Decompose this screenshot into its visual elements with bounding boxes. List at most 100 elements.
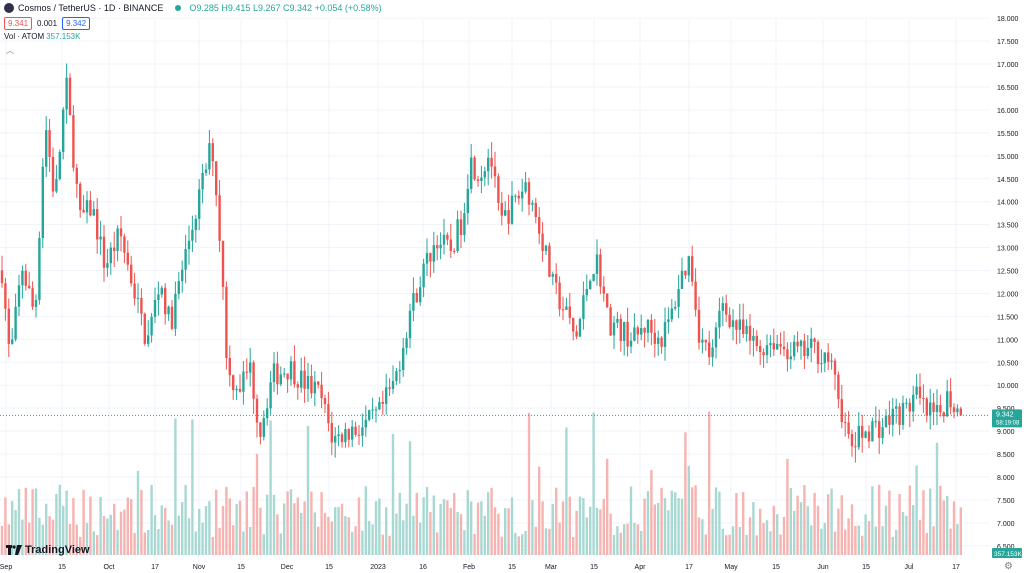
candle[interactable] <box>653 318 656 358</box>
candle[interactable] <box>11 328 14 345</box>
candle[interactable] <box>408 303 412 349</box>
candle[interactable] <box>272 351 276 392</box>
candle[interactable] <box>487 148 490 186</box>
candle[interactable] <box>184 234 187 284</box>
candle[interactable] <box>160 285 163 298</box>
candle[interactable] <box>708 330 711 366</box>
candle[interactable] <box>429 252 432 278</box>
candle[interactable] <box>337 425 340 447</box>
candle[interactable] <box>51 147 55 198</box>
candle[interactable] <box>490 142 493 179</box>
candle[interactable] <box>799 339 803 360</box>
candle[interactable] <box>361 413 364 447</box>
candle[interactable] <box>589 279 592 290</box>
candle[interactable] <box>235 385 238 401</box>
candle[interactable] <box>881 417 884 445</box>
candle[interactable] <box>599 248 602 295</box>
collapse-legend-icon[interactable]: ︿ <box>6 46 14 55</box>
candle[interactable] <box>670 298 673 323</box>
candle[interactable] <box>14 293 17 342</box>
candle[interactable] <box>694 268 697 317</box>
candle[interactable] <box>538 207 541 245</box>
candle[interactable] <box>895 398 898 424</box>
candle[interactable] <box>402 338 405 377</box>
candle[interactable] <box>626 307 629 357</box>
candle[interactable] <box>769 335 772 358</box>
candle[interactable] <box>364 405 367 437</box>
candle[interactable] <box>351 420 354 447</box>
candle[interactable] <box>572 317 575 341</box>
candle[interactable] <box>803 333 806 369</box>
candle[interactable] <box>211 138 214 177</box>
candle[interactable] <box>861 414 864 453</box>
candle[interactable] <box>595 239 599 286</box>
candle[interactable] <box>888 400 891 435</box>
candle[interactable] <box>466 174 469 225</box>
candle[interactable] <box>391 365 395 394</box>
candle[interactable] <box>374 406 378 423</box>
candle[interactable] <box>242 361 245 405</box>
candle[interactable] <box>711 339 714 367</box>
candle[interactable] <box>830 353 833 370</box>
candle[interactable] <box>660 336 663 354</box>
settings-gear-icon[interactable]: ⚙ <box>1004 561 1013 572</box>
candle[interactable] <box>555 263 558 295</box>
candle[interactable] <box>269 370 272 415</box>
tradingview-logo[interactable]: TradingView <box>6 544 90 556</box>
candle[interactable] <box>279 366 282 387</box>
candle[interactable] <box>7 298 10 357</box>
candle[interactable] <box>561 296 565 321</box>
candle[interactable] <box>585 274 588 302</box>
candle[interactable] <box>65 63 68 124</box>
candle[interactable] <box>31 281 34 310</box>
candle[interactable] <box>629 332 633 354</box>
candle[interactable] <box>191 215 194 253</box>
candle[interactable] <box>313 371 316 407</box>
candle[interactable] <box>388 378 391 396</box>
candle[interactable] <box>820 349 823 373</box>
candle[interactable] <box>119 216 123 252</box>
candle[interactable] <box>221 240 225 300</box>
candle[interactable] <box>170 300 174 331</box>
candle[interactable] <box>317 381 320 389</box>
candle[interactable] <box>130 255 133 287</box>
candle[interactable] <box>847 411 850 439</box>
candle[interactable] <box>674 300 677 311</box>
candle[interactable] <box>939 394 942 417</box>
candle[interactable] <box>942 411 945 423</box>
candle[interactable] <box>194 214 197 243</box>
candle[interactable] <box>245 358 248 380</box>
candle[interactable] <box>657 330 660 356</box>
candle[interactable] <box>21 265 24 299</box>
candle[interactable] <box>85 191 89 224</box>
candle[interactable] <box>140 288 143 326</box>
candle[interactable] <box>745 319 748 342</box>
candle[interactable] <box>113 231 116 267</box>
candle[interactable] <box>449 223 452 259</box>
candle[interactable] <box>935 389 939 426</box>
candle[interactable] <box>684 270 687 279</box>
candle[interactable] <box>949 378 952 415</box>
candle[interactable] <box>524 172 527 194</box>
candle[interactable] <box>558 276 561 317</box>
symbol-title[interactable]: Cosmos / TetherUS · 1D · BINANCE <box>18 3 164 13</box>
candle[interactable] <box>905 398 908 409</box>
candle[interactable] <box>650 314 653 346</box>
candle[interactable] <box>425 238 429 276</box>
candle[interactable] <box>330 411 333 455</box>
candle[interactable] <box>232 374 235 400</box>
candle[interactable] <box>816 339 820 374</box>
candle[interactable] <box>228 345 231 387</box>
candle[interactable] <box>759 339 762 365</box>
candle[interactable] <box>531 200 534 212</box>
candle[interactable] <box>483 166 486 187</box>
candle[interactable] <box>378 397 381 410</box>
candle[interactable] <box>177 271 180 300</box>
candle[interactable] <box>925 396 928 423</box>
candle[interactable] <box>167 305 170 321</box>
candle[interactable] <box>922 384 925 413</box>
candle[interactable] <box>565 297 568 311</box>
candle[interactable] <box>357 425 361 446</box>
candle[interactable] <box>667 307 670 334</box>
